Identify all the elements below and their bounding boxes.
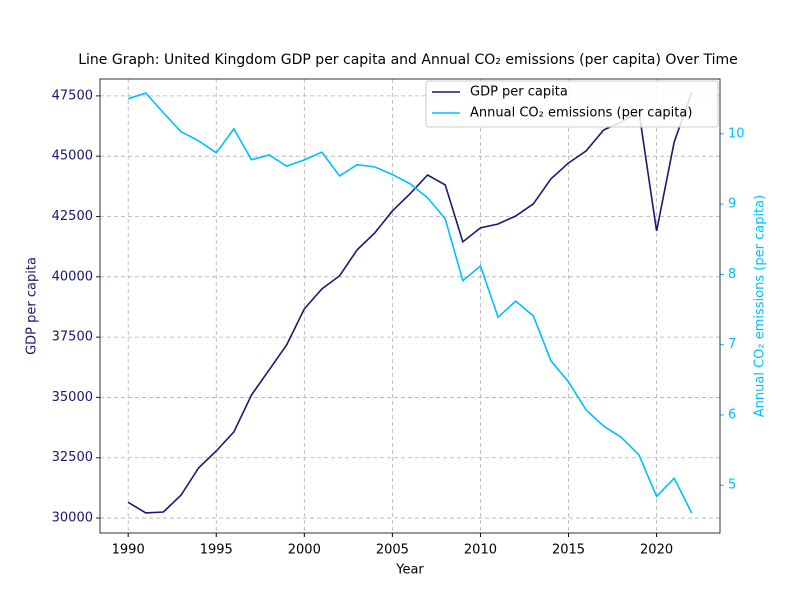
x-tick-label: 2020 — [640, 543, 673, 558]
x-tick-label: 2000 — [288, 543, 321, 558]
data-line — [127, 91, 693, 514]
y2-tick-label: 9 — [728, 197, 736, 212]
y2-tick-label: 5 — [728, 478, 736, 493]
x-tick-label: 1995 — [200, 543, 233, 558]
y-tick-label: 47500 — [52, 88, 93, 103]
y-tick-label: 37500 — [52, 330, 93, 345]
y2-tick-label: 7 — [728, 337, 736, 352]
legend-label: GDP per capita — [470, 85, 568, 100]
x-tick-label: 2015 — [552, 543, 585, 558]
y2-tick-label: 10 — [728, 126, 745, 141]
data-line — [127, 92, 693, 514]
legend-label: Annual CO₂ emissions (per capita) — [470, 106, 692, 121]
plot-frame — [99, 78, 721, 534]
y2-tick-label: 6 — [728, 407, 736, 422]
y2-axis-label: Annual CO₂ emissions (per capita) — [753, 195, 768, 417]
y-tick-label: 42500 — [52, 209, 93, 224]
x-axis-label: Year — [395, 563, 424, 578]
chart-title: Line Graph: United Kingdom GDP per capit… — [78, 52, 738, 68]
y-tick-label: 40000 — [52, 269, 93, 284]
x-tick-label: 1990 — [112, 543, 145, 558]
y-tick-label: 32500 — [52, 450, 93, 465]
y-tick-label: 35000 — [52, 390, 93, 405]
x-tick-label: 2005 — [376, 543, 409, 558]
y-tick-label: 30000 — [52, 511, 93, 526]
y-tick-label: 45000 — [52, 149, 93, 164]
legend-box — [425, 80, 719, 128]
x-tick-label: 2010 — [464, 543, 497, 558]
y2-tick-label: 8 — [728, 267, 736, 282]
legend: GDP per capita Annual CO₂ emissions (per … — [425, 80, 719, 128]
y-axis-label: GDP per capita — [25, 257, 40, 355]
